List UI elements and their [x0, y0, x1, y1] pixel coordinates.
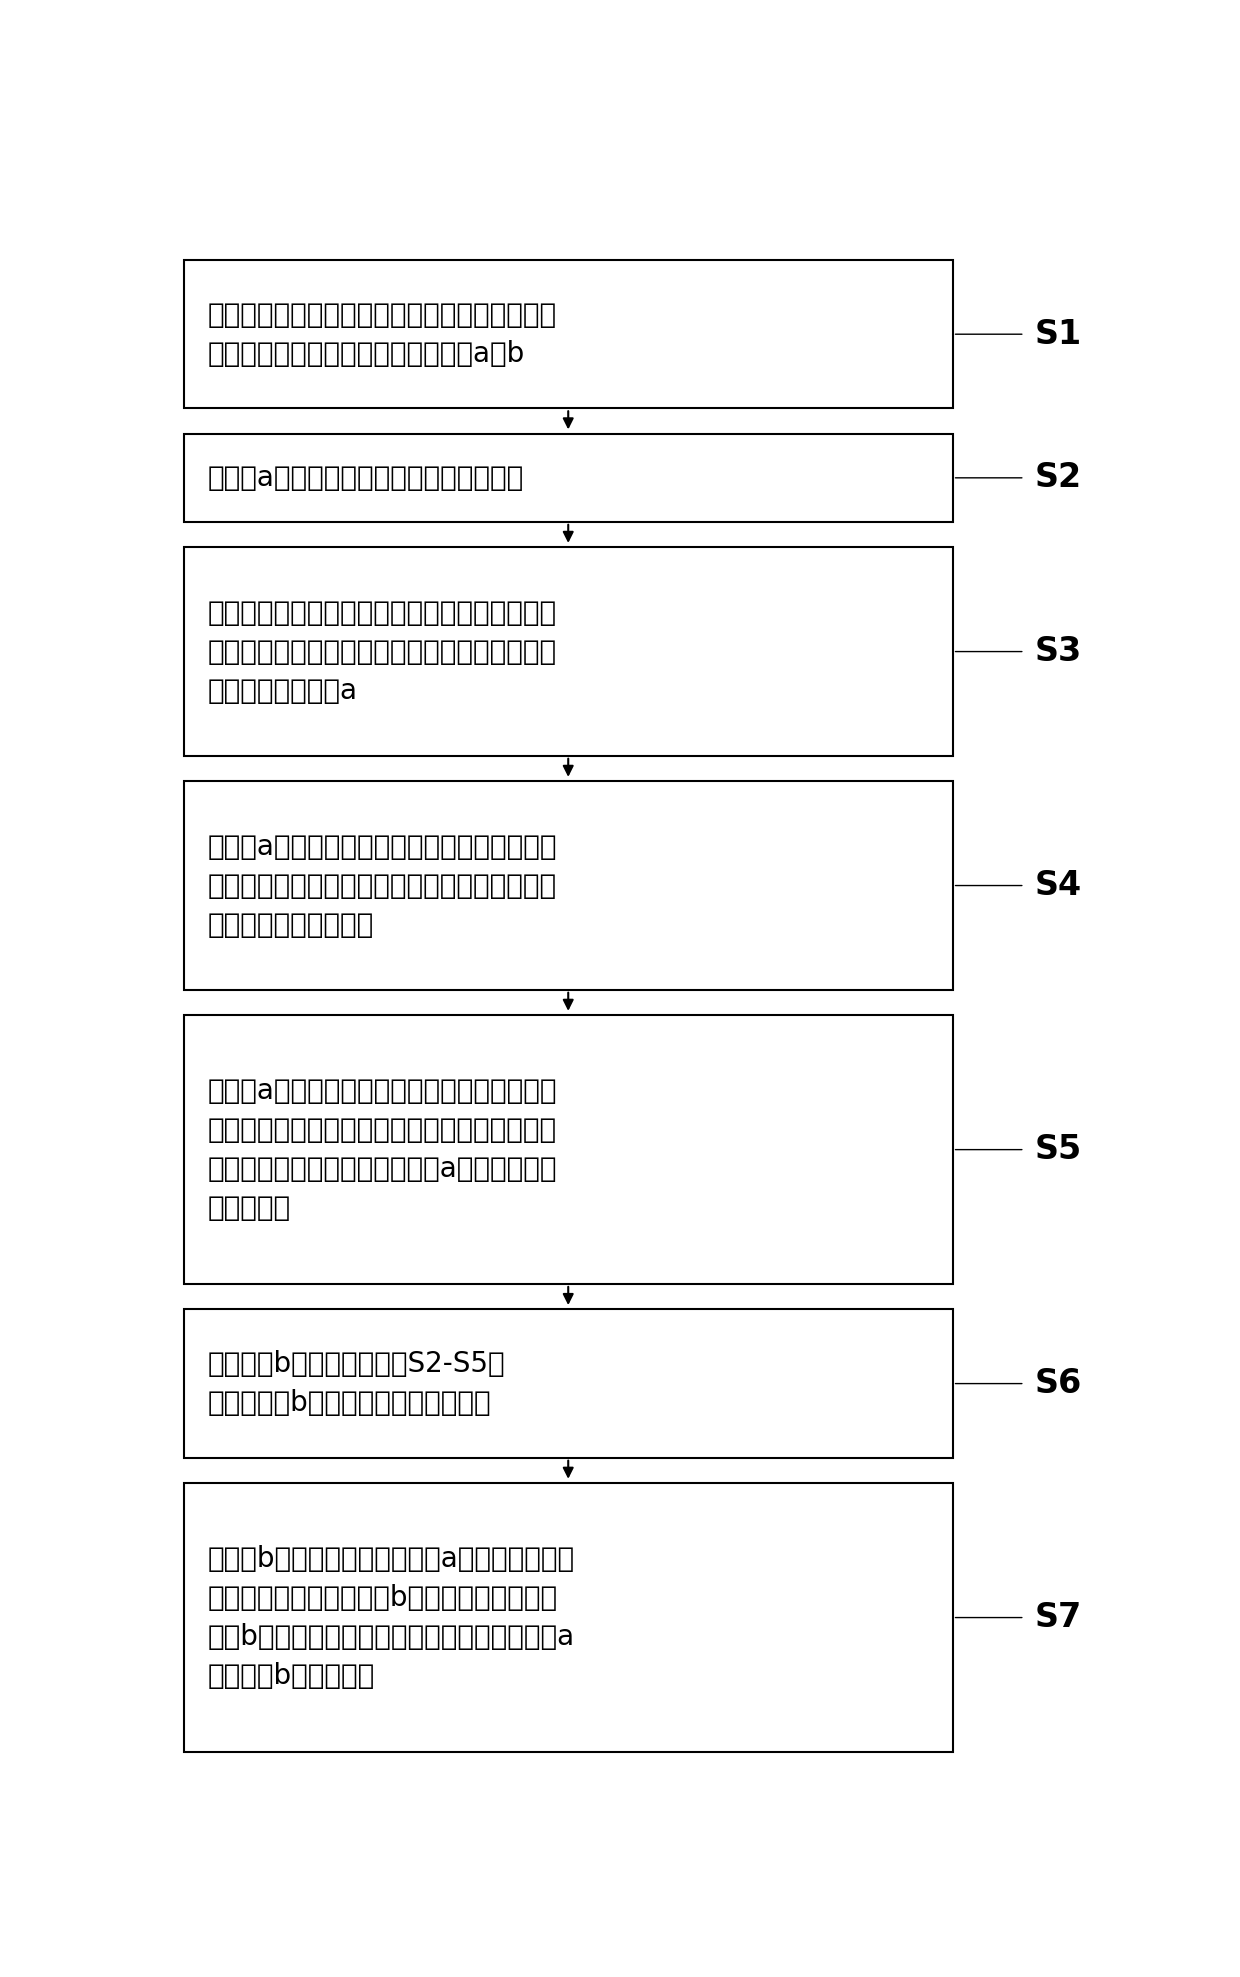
Bar	[184, 433, 952, 522]
Text: S3: S3	[1034, 635, 1081, 668]
Text: 卫星由接收到的两路上行信号生成两路待传输下
行信号，并经过相同传输路径将两路待传输下行
信号传输至地面站a: 卫星由接收到的两路上行信号生成两路待传输下 行信号，并经过相同传输路径将两路待传…	[208, 599, 557, 704]
Bar	[184, 548, 952, 755]
Bar	[184, 1309, 952, 1457]
Bar	[184, 1016, 952, 1283]
Text: 地面站a根据传输路径时延生成误差信号，对两
路待传输上行信号的相位进行补偿，实现对传输
路径时延的动态补偿以及地面站a的时间信号向
卫星的注入: 地面站a根据传输路径时延生成误差信号，对两 路待传输上行信号的相位进行补偿，实现…	[208, 1077, 557, 1222]
Text: 构建卫星双向时间传递链路，包括进行卫星双向
时间传递的一颗卫星以及两个地面站a、b: 构建卫星双向时间传递链路，包括进行卫星双向 时间传递的一颗卫星以及两个地面站a、…	[208, 301, 557, 368]
Text: S1: S1	[1034, 318, 1081, 350]
Bar	[184, 261, 952, 409]
Text: S2: S2	[1034, 461, 1081, 494]
Text: S6: S6	[1034, 1366, 1081, 1400]
Text: S7: S7	[1034, 1601, 1081, 1635]
Text: 地面站b接收卫星转发的地面站a的一路下行信号
，以及频率相同的地面站b的一路下行信号，地
面站b根据上述两路下行信号的相位获得地面站a
和地面站b的相对钟差: 地面站b接收卫星转发的地面站a的一路下行信号 ，以及频率相同的地面站b的一路下行…	[208, 1546, 575, 1690]
Bar	[184, 781, 952, 990]
Text: S4: S4	[1034, 870, 1081, 902]
Text: 地面站a将两路待传输上行信号传输至卫星: 地面站a将两路待传输上行信号传输至卫星	[208, 465, 525, 492]
Text: 地面站a测量接收到的两路下行信号的相位，得
到第一路信号和第二路信号各自的传输相位延迟
，并得到传输路径时延: 地面站a测量接收到的两路下行信号的相位，得 到第一路信号和第二路信号各自的传输相…	[208, 832, 557, 939]
Text: S5: S5	[1034, 1133, 1081, 1166]
Text: 对地面站b和卫星执行步骤S2-S5，
实现地面站b的时间信号向卫星的注入: 对地面站b和卫星执行步骤S2-S5， 实现地面站b的时间信号向卫星的注入	[208, 1350, 506, 1418]
Bar	[184, 1483, 952, 1752]
